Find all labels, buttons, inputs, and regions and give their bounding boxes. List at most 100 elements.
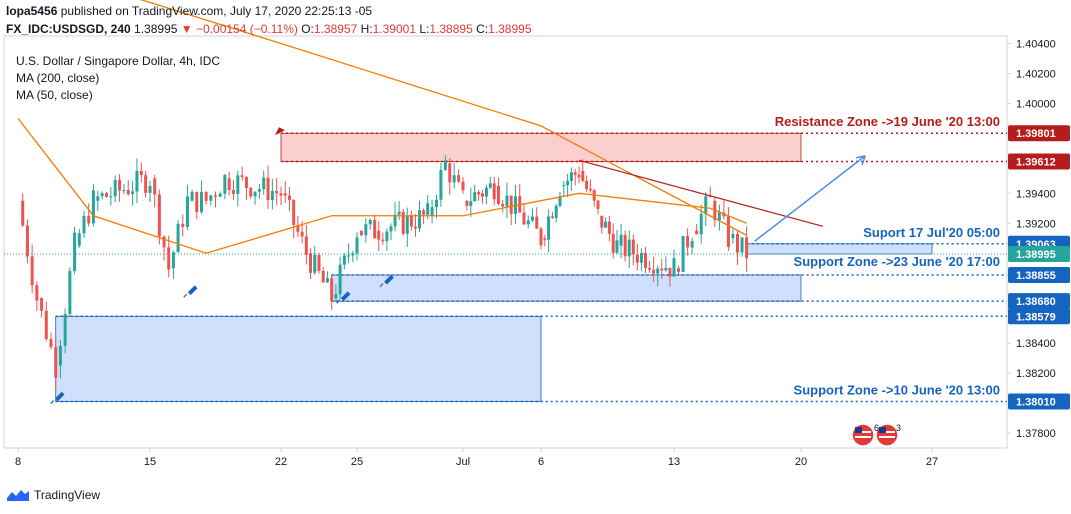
candle-body[interactable] bbox=[44, 310, 48, 340]
candle-body[interactable] bbox=[91, 190, 95, 224]
candle-body[interactable] bbox=[577, 174, 581, 178]
candle-body[interactable] bbox=[631, 239, 635, 255]
candle-body[interactable] bbox=[736, 233, 739, 253]
candle-body[interactable] bbox=[604, 221, 608, 228]
candle-body[interactable] bbox=[393, 214, 397, 227]
candle-body[interactable] bbox=[600, 215, 604, 228]
candle-body[interactable] bbox=[176, 223, 180, 253]
candle-body[interactable] bbox=[405, 215, 409, 234]
candle-body[interactable] bbox=[181, 223, 185, 227]
candle-body[interactable] bbox=[30, 256, 34, 286]
candle-body[interactable] bbox=[96, 196, 100, 201]
candle-body[interactable] bbox=[122, 190, 126, 192]
candle-body[interactable] bbox=[566, 180, 570, 186]
candle-body[interactable] bbox=[296, 224, 300, 232]
rocket-icon-3[interactable] bbox=[50, 391, 65, 404]
candle-body[interactable] bbox=[148, 186, 152, 193]
candle-body[interactable] bbox=[185, 196, 189, 227]
candle-body[interactable] bbox=[656, 268, 660, 274]
candle-body[interactable] bbox=[300, 231, 304, 237]
candle-body[interactable] bbox=[448, 163, 452, 183]
candle-body[interactable] bbox=[270, 191, 274, 201]
candle-body[interactable] bbox=[135, 170, 139, 192]
candle-body[interactable] bbox=[473, 192, 477, 202]
candle-body[interactable] bbox=[558, 196, 562, 206]
candle-body[interactable] bbox=[457, 175, 461, 182]
candle-body[interactable] bbox=[287, 195, 291, 201]
candle-body[interactable] bbox=[501, 203, 505, 207]
zone-box-1[interactable] bbox=[746, 243, 933, 255]
candle-body[interactable] bbox=[469, 201, 473, 206]
candle-body[interactable] bbox=[58, 345, 62, 366]
candle-body[interactable] bbox=[690, 241, 694, 248]
zone-box-3[interactable] bbox=[55, 315, 542, 402]
legend-ma200[interactable]: MA (200, close) bbox=[16, 71, 100, 85]
candle-body[interactable] bbox=[477, 192, 481, 195]
candle-body[interactable] bbox=[731, 233, 735, 239]
candle-body[interactable] bbox=[543, 238, 547, 240]
candle-body[interactable] bbox=[157, 194, 161, 237]
candle-body[interactable] bbox=[195, 191, 199, 213]
ma50-line[interactable] bbox=[17, 118, 747, 254]
candle-body[interactable] bbox=[554, 205, 558, 218]
candle-body[interactable] bbox=[144, 175, 148, 193]
candle-body[interactable] bbox=[461, 181, 465, 191]
candle-body[interactable] bbox=[539, 228, 543, 246]
candle-body[interactable] bbox=[292, 200, 296, 225]
candle-body[interactable] bbox=[627, 239, 631, 257]
candle-body[interactable] bbox=[581, 170, 585, 181]
candle-body[interactable] bbox=[413, 226, 417, 229]
candle-body[interactable] bbox=[171, 252, 175, 269]
candle-body[interactable] bbox=[389, 226, 393, 232]
candle-body[interactable] bbox=[231, 190, 235, 194]
candle-body[interactable] bbox=[113, 179, 117, 197]
candle-body[interactable] bbox=[585, 180, 589, 189]
candle-body[interactable] bbox=[452, 175, 456, 183]
zone-box-2[interactable] bbox=[331, 274, 802, 302]
candle-body[interactable] bbox=[351, 253, 355, 256]
candle-body[interactable] bbox=[342, 255, 346, 265]
candle-body[interactable] bbox=[409, 215, 413, 227]
candle-body[interactable] bbox=[619, 234, 623, 246]
candle-body[interactable] bbox=[104, 193, 108, 197]
candle-body[interactable] bbox=[40, 298, 44, 311]
rocket-icon-1[interactable] bbox=[336, 291, 351, 304]
candle-body[interactable] bbox=[465, 200, 469, 206]
candle-body[interactable] bbox=[664, 267, 668, 271]
candle-body[interactable] bbox=[266, 177, 270, 201]
resistance-marker-icon[interactable] bbox=[275, 127, 285, 136]
candle-body[interactable] bbox=[199, 191, 203, 213]
candle-body[interactable] bbox=[355, 237, 359, 254]
candle-body[interactable] bbox=[426, 203, 430, 215]
candle-body[interactable] bbox=[368, 219, 372, 225]
candle-body[interactable] bbox=[547, 216, 551, 240]
candle-body[interactable] bbox=[190, 191, 194, 201]
candle-body[interactable] bbox=[54, 347, 58, 378]
candle-body[interactable] bbox=[648, 267, 652, 270]
candle-body[interactable] bbox=[607, 221, 611, 234]
candle-body[interactable] bbox=[82, 215, 86, 234]
candle-body[interactable] bbox=[317, 254, 321, 271]
candle-body[interactable] bbox=[359, 230, 363, 236]
candle-body[interactable] bbox=[313, 254, 317, 273]
candle-body[interactable] bbox=[244, 177, 248, 188]
candle-body[interactable] bbox=[49, 339, 53, 348]
candle-body[interactable] bbox=[73, 232, 77, 272]
candle-body[interactable] bbox=[639, 252, 643, 263]
candle-body[interactable] bbox=[77, 233, 81, 246]
candle-body[interactable] bbox=[686, 236, 690, 248]
candle-body[interactable] bbox=[338, 264, 342, 295]
candle-body[interactable] bbox=[681, 236, 685, 272]
candle-body[interactable] bbox=[330, 278, 334, 302]
candle-body[interactable] bbox=[377, 230, 381, 240]
candle-body[interactable] bbox=[275, 191, 279, 194]
candle-body[interactable] bbox=[347, 255, 351, 257]
candle-body[interactable] bbox=[704, 196, 708, 215]
candle-body[interactable] bbox=[443, 160, 447, 170]
candle-body[interactable] bbox=[385, 231, 389, 242]
candle-body[interactable] bbox=[505, 195, 509, 207]
rocket-icon-0[interactable] bbox=[183, 285, 198, 298]
candle-body[interactable] bbox=[717, 212, 721, 221]
candle-body[interactable] bbox=[699, 214, 703, 235]
